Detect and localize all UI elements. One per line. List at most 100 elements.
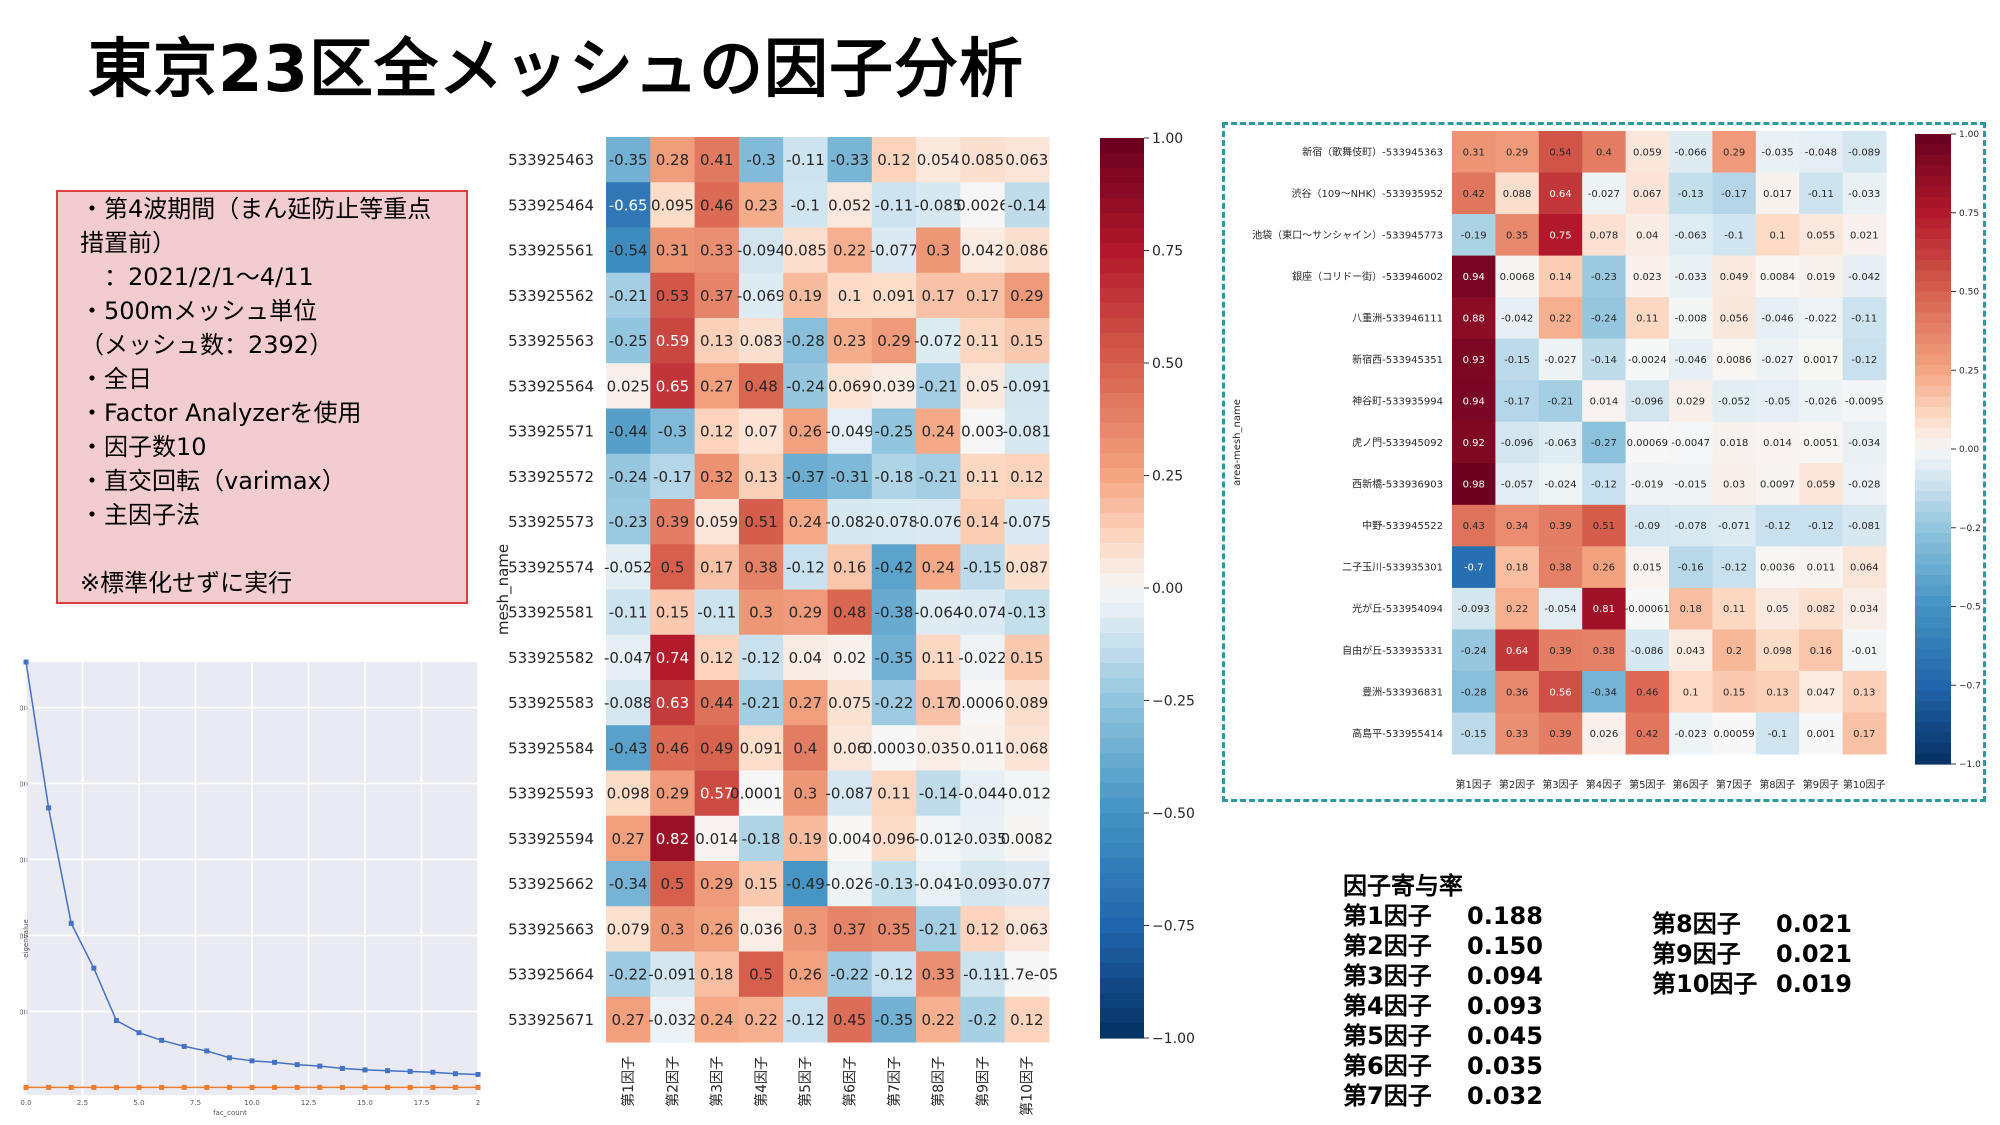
x-tick-label: 10.0 (244, 1099, 260, 1107)
data-point (294, 1062, 300, 1068)
heatmap-cell (1625, 380, 1670, 423)
heatmap-cell (1582, 131, 1627, 174)
heatmap-cell (1495, 421, 1540, 464)
cell-value-label: -0.44 (609, 423, 648, 441)
column-tick-label: 第8因子 (1759, 778, 1795, 791)
heatmap-cell (738, 453, 784, 500)
cell-value-label: 0.12 (877, 151, 910, 169)
data-point (23, 1084, 29, 1090)
heatmap-cell (916, 680, 961, 726)
colorbar-tick-label: −0.50 (1959, 603, 1980, 613)
heatmap-cell (1538, 214, 1583, 257)
heatmap-cell (1799, 131, 1844, 174)
colorbar-segment (1100, 183, 1144, 199)
data-point (475, 1071, 481, 1077)
cell-value-label: -0.15 (963, 558, 1002, 576)
cell-value-label: 0.33 (1506, 729, 1528, 740)
colorbar-segment (1915, 417, 1951, 429)
cell-value-label: 0.001 (1807, 729, 1836, 740)
heatmap-cell (694, 861, 740, 907)
heatmap-cell (960, 137, 1006, 183)
cell-value-label: 0.014 (1590, 397, 1619, 408)
cell-value-label: 0.29 (1010, 287, 1043, 305)
cell-value-label: -0.17 (653, 468, 692, 486)
cell-value-label: -0.057 (1501, 480, 1533, 491)
data-point (91, 1084, 97, 1090)
heatmap-cell (650, 318, 696, 364)
heatmap-cell (960, 318, 1006, 364)
row-tick-label: 池袋（東口〜サンシャイン）-533945773 (1252, 228, 1443, 241)
heatmap-cell (827, 363, 873, 409)
colorbar-segment (1915, 585, 1951, 597)
cell-value-label: 0.042 (961, 242, 1004, 260)
row-tick-label: 光が丘-533954094 (1352, 602, 1443, 615)
cell-value-label: -0.14 (1591, 355, 1617, 366)
colorbar-segment (1915, 522, 1951, 534)
heatmap-cell (1669, 546, 1713, 589)
heatmap-cell (783, 137, 828, 183)
heatmap-cell (1625, 546, 1670, 589)
cell-value-label: 0.082 (1807, 604, 1836, 615)
colorbar-segment (1915, 438, 1951, 450)
heatmap-cell (1452, 380, 1496, 423)
cell-value-label: 0.26 (789, 423, 822, 441)
y-tick-label: 400 (20, 781, 28, 789)
cell-value-label: -0.12 (1591, 480, 1617, 491)
cell-value-label: 0.035 (917, 739, 960, 757)
area-heatmap-frame (1222, 122, 1986, 802)
cell-value-label: -0.054 (1544, 604, 1576, 615)
heatmap-cell (1452, 421, 1496, 464)
cell-value-label: 0.02 (833, 649, 866, 667)
colorbar-segment (1100, 168, 1144, 184)
cell-value-label: 0.00065 (952, 694, 1014, 712)
heatmap-cell (827, 725, 873, 771)
cell-value-label: 0.095 (651, 196, 694, 214)
heatmap-cell (1842, 712, 1887, 755)
cell-value-label: 0.069 (828, 377, 871, 395)
cell-value-label: 0.086 (1005, 242, 1048, 260)
cell-value-label: 0.088 (1503, 189, 1532, 200)
data-point (362, 1067, 368, 1073)
heatmap-cell (606, 680, 651, 726)
heatmap-cell (1755, 172, 1800, 215)
row-tick-label: 中野-533945522 (1362, 519, 1443, 532)
note-line: ・Factor Analyzerを使用 (80, 399, 362, 427)
cell-value-label: -0.076 (914, 513, 962, 531)
heatmap-cell (871, 318, 917, 364)
colorbar-tick-label: 0.50 (1152, 356, 1183, 372)
cell-value-label: 0.05 (966, 377, 999, 395)
colorbar-tick-label: 1.00 (1959, 130, 1979, 140)
data-point (46, 805, 52, 811)
heatmap-cell (606, 770, 651, 817)
colorbar-segment (1915, 428, 1951, 440)
heatmap-cell (960, 996, 1006, 1043)
colorbar-segment (1100, 633, 1144, 649)
contribution-factor: 第2因子 (1343, 932, 1432, 960)
colorbar-segment (1915, 711, 1951, 723)
cell-value-label: 0.63 (656, 694, 689, 712)
page-title: 東京23区全メッシュの因子分析 (88, 33, 1025, 107)
cell-value-label: -0.17 (1504, 397, 1530, 408)
heatmap-cell (1004, 951, 1050, 998)
cell-value-label: -0.21 (919, 468, 958, 486)
cell-value-label: -0.047 (604, 649, 652, 667)
colorbar-segment (1915, 617, 1951, 629)
heatmap-cell (1625, 421, 1670, 464)
colorbar-segment (1100, 228, 1144, 244)
cell-value-label: 0.017 (1763, 189, 1792, 200)
cell-value-label: 0.11 (1636, 314, 1658, 325)
cell-value-label: -0.1 (791, 196, 820, 214)
heatmap-cell (827, 453, 873, 500)
heatmap-cell (960, 408, 1006, 455)
heatmap-cell (694, 544, 740, 590)
heatmap-cell (1712, 255, 1757, 298)
heatmap-cell (738, 544, 784, 590)
heatmap-cell (1669, 255, 1713, 298)
heatmap-cell (1582, 712, 1627, 755)
colorbar-segment (1915, 176, 1951, 188)
heatmap-cell (1004, 634, 1050, 681)
cell-value-label: -0.7 (1464, 563, 1484, 574)
cell-value-label: 0.45 (833, 1011, 866, 1029)
note-line: ・直交回転（varimax） (80, 467, 346, 495)
cell-value-label: 0.5 (661, 875, 685, 893)
